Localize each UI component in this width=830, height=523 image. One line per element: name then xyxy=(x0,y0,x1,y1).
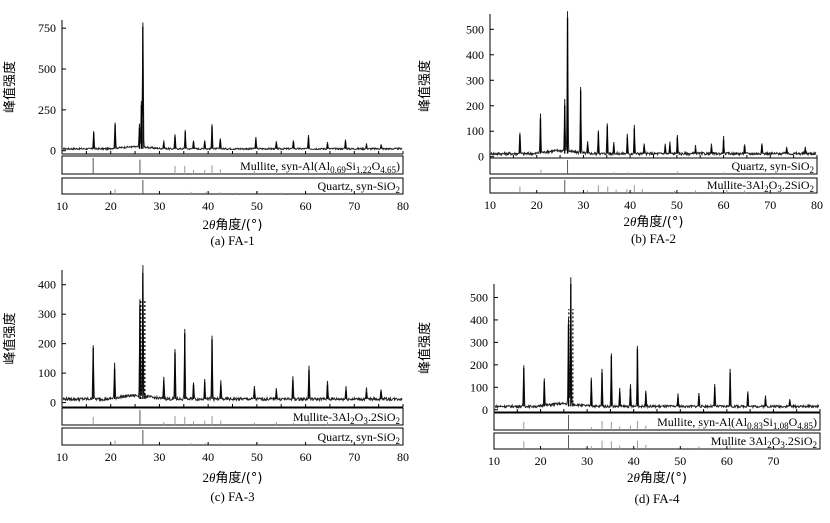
x-tick-label: 20 xyxy=(531,198,543,212)
y-tick-label: 400 xyxy=(38,278,56,292)
panel-caption: (a) FA-1 xyxy=(210,233,254,248)
x-tick-label: 30 xyxy=(577,198,589,212)
chart-panel-fa-4: 0 100 200 300 400 500 峰值强度 Mullite, syn-Al(Al0.… xyxy=(417,277,821,506)
x-tick-label: 30 xyxy=(153,450,165,464)
x-tick-label: 70 xyxy=(767,454,779,468)
reference-label: Mullite, syn-Al(Al0.83Si1.08O4.85) xyxy=(657,415,817,431)
x-tick-label: 80 xyxy=(811,198,823,212)
y-tick-label: 400 xyxy=(466,48,484,62)
x-tick-label: 60 xyxy=(718,198,730,212)
panel-caption: (b) FA-2 xyxy=(631,231,676,246)
reference-strip xyxy=(489,177,818,194)
xrd-pattern-line xyxy=(494,277,820,410)
y-tick-label: 500 xyxy=(470,290,488,304)
y-tick-label: 100 xyxy=(470,380,488,394)
reference-strip xyxy=(493,432,821,450)
x-axis-label: 2θ角度/(°) xyxy=(624,214,684,230)
x-tick-label: 50 xyxy=(251,450,263,464)
x-tick-label: 60 xyxy=(300,199,312,213)
x-axis-label: 2θ角度/(°) xyxy=(627,470,687,486)
reference-strip xyxy=(61,407,404,426)
x-tick-label: 80 xyxy=(397,450,409,464)
y-tick-label: 500 xyxy=(466,22,484,36)
x-tick-label: 50 xyxy=(671,198,683,212)
x-tick-label: 50 xyxy=(251,199,263,213)
y-axis-label: 峰值强度 xyxy=(2,61,18,113)
y-axis-label: 峰值强度 xyxy=(2,312,18,364)
y-tick-label: 200 xyxy=(466,99,484,113)
x-tick-label: 20 xyxy=(535,454,547,468)
reference-label: Mullite, syn-Al(Al0.69Si1.22O4.65) xyxy=(240,159,400,175)
reference-label: Mullite-3Al2O3.2SiO2 xyxy=(293,410,400,426)
y-tick-label: 750 xyxy=(38,21,56,35)
x-axis-label: 2θ角度/(°) xyxy=(203,217,263,233)
x-tick-label: 70 xyxy=(348,199,360,213)
panel-caption: (d) FA-4 xyxy=(635,491,680,506)
y-tick-label: 0 xyxy=(482,403,488,417)
x-tick-label: 20 xyxy=(105,450,117,464)
reference-label: Quartz, syn-SiO2 xyxy=(318,430,401,446)
y-tick-label: 100 xyxy=(466,124,484,138)
x-tick-label: 60 xyxy=(300,450,312,464)
y-tick-label: 300 xyxy=(470,335,488,349)
x-axis-label: 2θ角度/(°) xyxy=(203,470,263,486)
reference-strip xyxy=(61,177,404,195)
y-tick-label: 200 xyxy=(470,358,488,372)
y-tick-label: 0 xyxy=(478,150,484,164)
x-tick-label: 70 xyxy=(764,198,776,212)
reference-strip xyxy=(493,412,821,431)
y-tick-label: 0 xyxy=(50,396,56,410)
xrd-pattern-line xyxy=(490,11,817,157)
xrd-pattern-line xyxy=(62,265,403,403)
y-tick-label: 0 xyxy=(50,144,56,158)
x-tick-label: 40 xyxy=(624,198,636,212)
chart-panel-fa-2: 0 100 200 300 400 500 峰值强度 Quartz, syn-SiO2 Mull… xyxy=(417,11,823,246)
y-tick-label: 300 xyxy=(38,307,56,321)
x-tick-label: 30 xyxy=(581,454,593,468)
x-tick-label: 50 xyxy=(674,454,686,468)
reference-label: Mullite-3Al2O3.2SiO2 xyxy=(707,178,814,194)
reference-label: Quartz, syn-SiO2 xyxy=(318,179,401,195)
x-tick-label: 40 xyxy=(628,454,640,468)
x-tick-label: 10 xyxy=(56,450,68,464)
chart-panel-fa-3: 0 100 200 300 400 峰值强度 Mullite-3Al2O3.2SiO2 Qua… xyxy=(2,265,409,504)
xrd-pattern-line xyxy=(63,22,403,152)
reference-label: Quartz, syn-SiO2 xyxy=(732,159,815,175)
reference-label: Mullite 3Al2O3.2SiO2 xyxy=(711,434,817,450)
y-axis-label: 峰值强度 xyxy=(417,60,433,112)
y-tick-label: 500 xyxy=(38,62,56,76)
reference-strip xyxy=(61,427,404,446)
x-tick-label: 60 xyxy=(721,454,733,468)
x-tick-label: 40 xyxy=(202,199,214,213)
y-tick-label: 300 xyxy=(466,73,484,87)
x-tick-label: 10 xyxy=(488,454,500,468)
panel-caption: (c) FA-3 xyxy=(210,489,254,504)
x-tick-label: 30 xyxy=(153,199,165,213)
y-axis-label: 峰值强度 xyxy=(417,322,433,374)
y-tick-label: 400 xyxy=(470,313,488,327)
y-tick-label: 100 xyxy=(38,366,56,380)
x-tick-label: 80 xyxy=(397,199,409,213)
x-tick-label: 70 xyxy=(348,450,360,464)
x-tick-label: 10 xyxy=(484,198,496,212)
y-tick-label: 200 xyxy=(38,337,56,351)
x-tick-label: 10 xyxy=(56,199,68,213)
y-tick-label: 250 xyxy=(38,103,56,117)
chart-panel-fa-1: 0 250 500 750 峰值强度 Mullite, syn-Al(Al0.69Si1.… xyxy=(2,20,409,248)
x-tick-label: 20 xyxy=(105,199,117,213)
reference-strip xyxy=(61,155,404,175)
x-tick-label: 40 xyxy=(202,450,214,464)
